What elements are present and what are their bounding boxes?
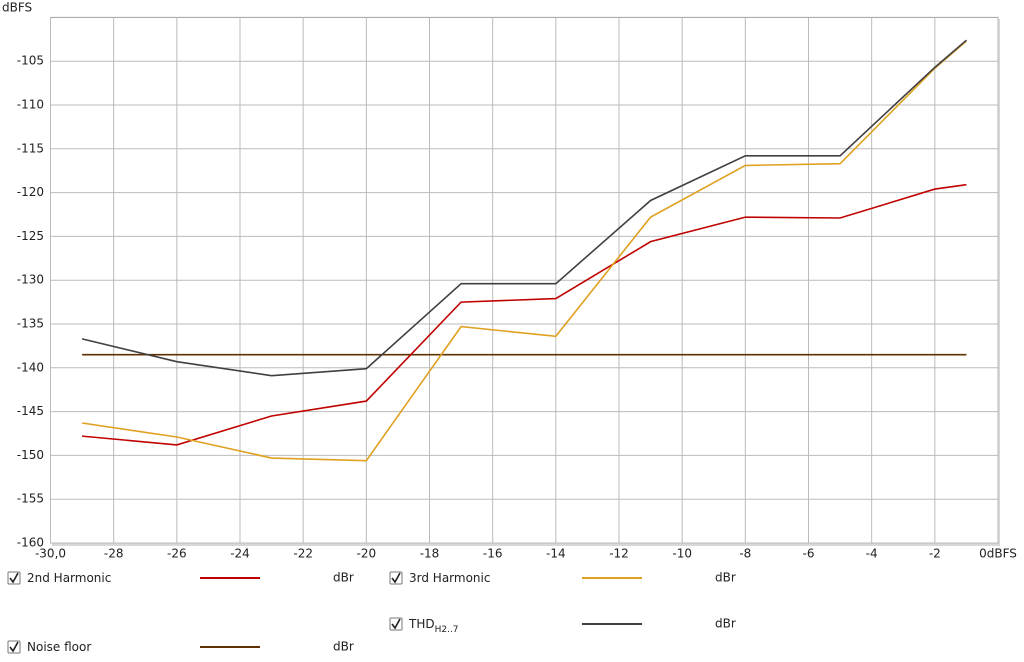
legend-item: 2nd Harmonic dBr <box>7 571 354 585</box>
x-tick-label: -18 <box>420 547 440 561</box>
legend-unit: dBr <box>333 640 354 654</box>
legend-item: 3rd Harmonic dBr <box>389 571 736 585</box>
legend-label: 3rd Harmonic <box>409 571 490 585</box>
y-tick-label: -160 <box>17 536 44 550</box>
legend-name: Noise floor <box>27 640 91 654</box>
legend-subscript: H2..7 <box>435 625 459 635</box>
x-tick-label: -30,0 <box>35 547 66 561</box>
legend-unit: dBr <box>715 617 736 631</box>
legend-name: 2nd Harmonic <box>27 571 111 585</box>
legend-label: 2nd Harmonic <box>27 571 111 585</box>
legend-unit: dBr <box>333 571 354 585</box>
y-axis-label: dBFS <box>2 1 32 15</box>
y-tick-label: -110 <box>17 98 44 112</box>
x-tick-label: -28 <box>104 547 124 561</box>
x-tick-label: -22 <box>293 547 313 561</box>
y-tick-label: -135 <box>17 317 44 331</box>
legend-label: Noise floor <box>27 640 91 654</box>
x-tick-label: -12 <box>609 547 629 561</box>
checkmark <box>9 641 19 653</box>
y-tick-label: -140 <box>17 360 44 374</box>
x-tick-label: -24 <box>230 547 250 561</box>
x-tick-label: -16 <box>483 547 503 561</box>
x-tick-label: -2 <box>929 547 941 561</box>
x-tick-label: -20 <box>357 547 377 561</box>
series-line <box>81 40 967 462</box>
x-tick-label: -14 <box>546 547 566 561</box>
x-tick-label: -6 <box>803 547 815 561</box>
x-tick-label: -26 <box>167 547 187 561</box>
y-tick-label: -115 <box>17 141 44 155</box>
x-tick-label: -4 <box>866 547 878 561</box>
legend-name: THD <box>408 617 435 631</box>
y-tick-label: -150 <box>17 448 44 462</box>
x-tick-label: -10 <box>672 547 692 561</box>
x-tick-label: 0dBFS <box>979 547 1017 561</box>
y-tick-label: -120 <box>17 185 44 199</box>
checkmark <box>9 572 19 584</box>
y-tick-label: -155 <box>17 492 44 506</box>
legend-unit: dBr <box>715 571 736 585</box>
x-tick-label: -8 <box>739 547 751 561</box>
checkmark <box>391 572 401 584</box>
series-line <box>81 39 967 377</box>
y-tick-label: -145 <box>17 404 44 418</box>
legend-name: 3rd Harmonic <box>409 571 490 585</box>
checkmark <box>391 618 401 630</box>
legend-label: THDH2..7 <box>408 617 459 635</box>
y-tick-label: -125 <box>17 229 44 243</box>
y-tick-label: -130 <box>17 273 44 287</box>
y-tick-label: -105 <box>17 54 44 68</box>
legend-item: Noise floor dBr <box>7 640 354 654</box>
legend-item: THDH2..7 dBr <box>389 617 736 635</box>
series-line <box>82 183 967 446</box>
